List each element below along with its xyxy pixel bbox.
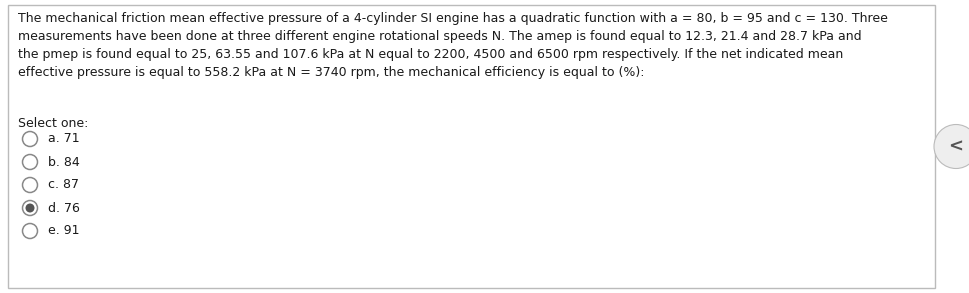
Text: <: < <box>949 137 963 156</box>
Circle shape <box>22 224 38 239</box>
Text: The mechanical friction mean effective pressure of a 4-cylinder SI engine has a : The mechanical friction mean effective p… <box>18 12 888 79</box>
Circle shape <box>22 200 38 215</box>
Circle shape <box>25 204 35 212</box>
Text: e. 91: e. 91 <box>48 224 79 238</box>
Text: Select one:: Select one: <box>18 117 88 130</box>
Circle shape <box>934 125 969 168</box>
Circle shape <box>22 132 38 146</box>
Text: d. 76: d. 76 <box>48 202 79 214</box>
Text: b. 84: b. 84 <box>48 156 79 168</box>
Circle shape <box>22 178 38 193</box>
Text: c. 87: c. 87 <box>48 178 79 192</box>
Text: a. 71: a. 71 <box>48 132 79 146</box>
Circle shape <box>22 154 38 169</box>
